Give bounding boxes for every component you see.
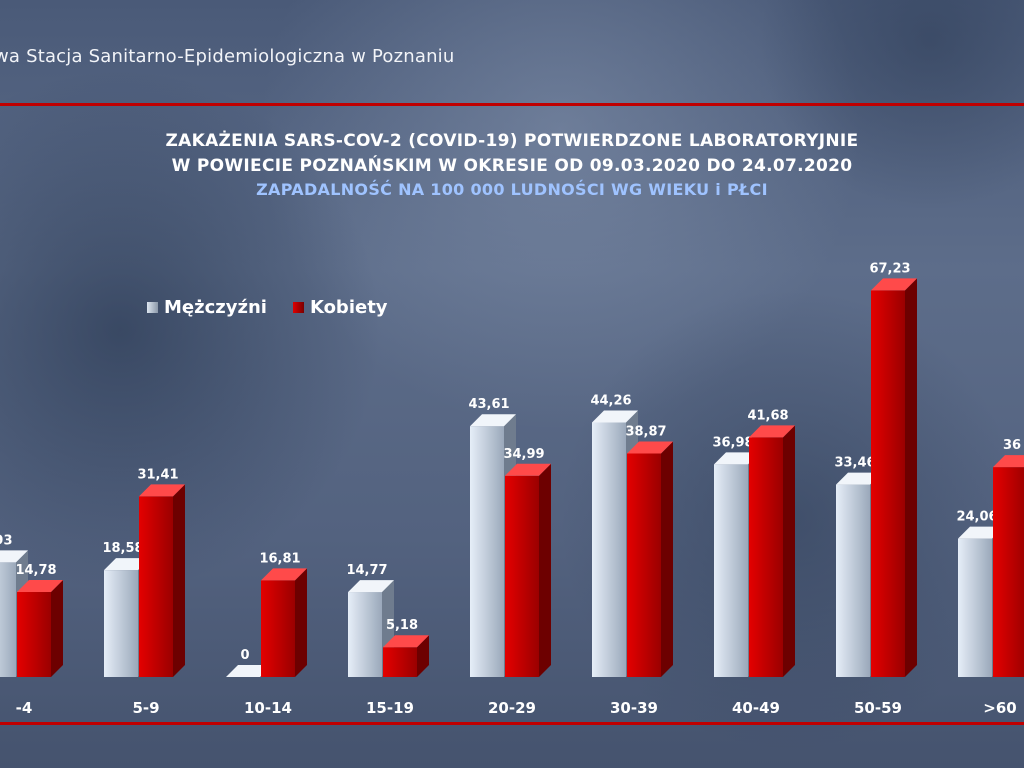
- bar-side-women-2: [295, 568, 307, 677]
- data-label-men-7: 33,46: [834, 456, 875, 471]
- category-label-0: -4: [16, 699, 33, 717]
- bar-side-women-7: [905, 278, 917, 677]
- bar-men-1: [104, 570, 138, 677]
- legend-label-women: Kobiety: [309, 297, 388, 318]
- bar-side-women-4: [539, 463, 551, 677]
- bar-top-women-1: [139, 484, 185, 497]
- chart-subtitle: ZAPADALNOŚĆ NA 100 000 LUDNOŚCI WG WIEKU…: [256, 180, 768, 199]
- bar-top-women-0: [17, 580, 63, 593]
- legend-item-men: Mężczyźni: [147, 297, 267, 318]
- category-label-6: 40-49: [732, 699, 780, 717]
- bar-top-men-1: [104, 558, 150, 571]
- data-label-women-2: 16,81: [259, 551, 300, 566]
- data-label-men-8: 24,06: [956, 510, 997, 525]
- data-label-women-1: 31,41: [137, 467, 178, 482]
- category-label-3: 15-19: [366, 699, 414, 717]
- bar-men-5: [592, 422, 626, 677]
- bottom-divider: [0, 722, 1024, 725]
- bar-top-women-7: [871, 278, 917, 291]
- bar-top-men-8: [958, 526, 1004, 539]
- data-label-men-6: 36,98: [712, 435, 753, 450]
- data-label-men-5: 44,26: [590, 394, 631, 409]
- legend-swatch-women: [292, 302, 304, 313]
- bar-men-6: [714, 464, 748, 677]
- legend-label-men: Mężczyźni: [164, 297, 267, 318]
- bar-side-women-3: [417, 635, 429, 677]
- bar-side-women-1: [173, 484, 185, 677]
- bar-top-women-2: [261, 568, 307, 581]
- legend-swatch-men: [147, 302, 158, 313]
- bar-men-4: [470, 426, 504, 677]
- bar-side-women-0: [51, 580, 63, 677]
- data-label-women-4: 34,99: [503, 447, 544, 462]
- category-label-1: 5-9: [132, 699, 159, 717]
- data-label-men-2: 0: [240, 648, 249, 663]
- bar-women-8: [993, 467, 1024, 677]
- category-label-5: 30-39: [610, 699, 658, 717]
- bar-women-4: [505, 475, 539, 677]
- data-label-men-1: 18,58: [102, 541, 143, 556]
- bar-top-women-5: [627, 441, 673, 454]
- bar-top-men-3: [348, 580, 394, 593]
- bar-top-men-5: [592, 410, 638, 423]
- bar-women-1: [139, 496, 173, 677]
- category-label-2: 10-14: [244, 699, 292, 717]
- chart-legend: Mężczyźni Kobiety: [147, 297, 388, 318]
- bar-side-women-5: [661, 441, 673, 677]
- bar-women-0: [17, 592, 51, 677]
- bar-top-men-0: [0, 550, 28, 563]
- bar-women-2: [261, 580, 295, 677]
- bar-top-women-6: [749, 425, 795, 438]
- bar-top-women-4: [505, 463, 551, 476]
- data-label-women-3: 5,18: [386, 618, 418, 633]
- bar-women-3: [383, 647, 417, 677]
- bar-top-women-3: [383, 635, 429, 648]
- chart-title-line-2: W POWIECIE POZNAŃSKIM W OKRESIE OD 09.03…: [171, 156, 853, 176]
- bar-top-men-6: [714, 452, 760, 465]
- data-label-men-4: 43,61: [468, 397, 509, 412]
- bar-top-women-8: [993, 455, 1024, 468]
- bar-men-8: [958, 538, 992, 677]
- bar-men-7: [836, 484, 870, 677]
- data-label-women-5: 38,87: [625, 424, 666, 439]
- bar-women-5: [627, 453, 661, 677]
- organization-header: wa Stacja Sanitarno-Epidemiologiczna w P…: [0, 46, 455, 67]
- bar-top-men-7: [836, 472, 882, 485]
- data-label-women-6: 41,68: [747, 408, 788, 423]
- category-label-8: >60: [983, 699, 1016, 717]
- data-label-women-7: 67,23: [869, 261, 910, 276]
- category-label-7: 50-59: [854, 699, 902, 717]
- bar-side-women-6: [783, 425, 795, 677]
- data-label-women-0: 14,78: [15, 563, 56, 578]
- bar-top-men-4: [470, 414, 516, 427]
- bar-women-6: [749, 437, 783, 677]
- bar-top-men-2: [226, 665, 272, 677]
- category-label-4: 20-29: [488, 699, 536, 717]
- bar-women-7: [871, 290, 905, 677]
- data-label-men-0: .93: [0, 533, 13, 548]
- bar-men-3: [348, 592, 382, 677]
- bar-men-0: [0, 562, 16, 677]
- legend-item-women: Kobiety: [292, 297, 388, 318]
- top-divider: [0, 103, 1024, 106]
- data-label-men-3: 14,77: [346, 563, 387, 578]
- data-label-women-8: 36: [1003, 438, 1021, 453]
- chart-title-line-1: ZAKAŻENIA SARS-COV-2 (COVID-19) POTWIERD…: [165, 131, 859, 151]
